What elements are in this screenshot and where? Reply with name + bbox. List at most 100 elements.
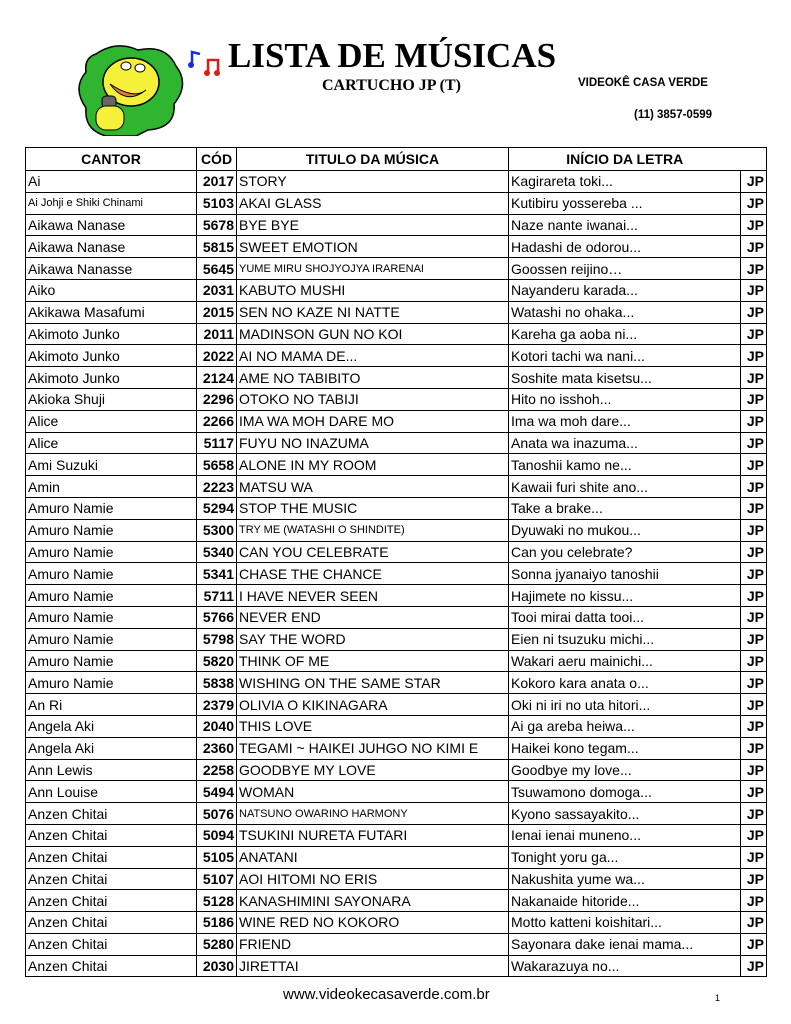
cell-tag: JP bbox=[740, 191, 767, 215]
music-notes-icon bbox=[188, 50, 220, 76]
page-number: 1 bbox=[715, 993, 721, 1003]
company-name: VIDEOKÊ CASA VERDE bbox=[578, 77, 708, 89]
cell-cantor: Angela Aki bbox=[25, 736, 197, 760]
header-cantor: CANTOR bbox=[25, 147, 197, 171]
cell-inicio: Kotori tachi wa nani... bbox=[508, 344, 741, 368]
table-row: Aikawa Nanasse 5645 YUME MIRU SHOJYOJYA IR… bbox=[25, 257, 767, 280]
cell-cantor: Amuro Namie bbox=[25, 540, 197, 564]
cell-titulo: WINE RED NO KOKORO bbox=[236, 911, 509, 934]
table-row: Anzen Chitai 5280 FRIEND Sayonara dake iena… bbox=[25, 932, 767, 956]
cell-cod: 5186 bbox=[196, 911, 237, 934]
cell-inicio: Ienai ienai muneno... bbox=[508, 823, 741, 847]
table-row: Anzen Chitai 5105 ANATANI Tonight yoru ga..… bbox=[25, 845, 767, 869]
cell-cantor: Amuro Namie bbox=[25, 649, 197, 673]
cell-cantor: Anzen Chitai bbox=[25, 889, 197, 913]
cell-cantor: Anzen Chitai bbox=[25, 802, 197, 825]
cell-cantor: Amuro Namie bbox=[25, 671, 197, 695]
cell-tag: JP bbox=[740, 257, 767, 280]
cell-titulo: THIS LOVE bbox=[236, 714, 509, 738]
header-blank bbox=[740, 147, 767, 171]
table-row: Akimoto Junko 2011 MADINSON GUN NO KOI Kare… bbox=[25, 322, 767, 346]
cell-titulo: KABUTO MUSHI bbox=[236, 278, 509, 302]
cell-inicio: Wakari aeru mainichi... bbox=[508, 649, 741, 673]
cell-cod: 5494 bbox=[196, 780, 237, 804]
cell-inicio: Kagirareta toki... bbox=[508, 170, 741, 193]
cell-cantor: Amuro Namie bbox=[25, 605, 197, 629]
cell-cod: 2031 bbox=[196, 278, 237, 302]
cell-cod: 5094 bbox=[196, 823, 237, 847]
cell-cantor: Anzen Chitai bbox=[25, 911, 197, 934]
table-row: Anzen Chitai 5107 AOI HITOMI NO ERIS Nakush… bbox=[25, 867, 767, 891]
cell-titulo: OLIVIA O KIKINAGARA bbox=[236, 693, 509, 716]
header-inicio: INÍCIO DA LETRA bbox=[508, 147, 741, 171]
cell-cod: 2296 bbox=[196, 387, 237, 411]
cell-titulo: FRIEND bbox=[236, 932, 509, 956]
cell-tag: JP bbox=[740, 409, 767, 433]
cell-tag: JP bbox=[740, 562, 767, 586]
cell-cod: 2017 bbox=[196, 170, 237, 193]
cell-titulo: NEVER END bbox=[236, 605, 509, 629]
cell-titulo: STOP THE MUSIC bbox=[236, 496, 509, 520]
cell-cantor: Anzen Chitai bbox=[25, 932, 197, 956]
cell-titulo: TEGAMI ~ HAIKEI JUHGO NO KIMI E bbox=[236, 736, 509, 760]
cell-inicio: Anata wa inazuma... bbox=[508, 431, 741, 455]
table-row: Amuro Namie 5300 TRY ME (WATASHI O SHINDIT… bbox=[25, 518, 767, 542]
table-row: Ann Lewis 2258 GOODBYE MY LOVE Goodbye my l… bbox=[25, 758, 767, 782]
cell-inicio: Tooi mirai datta tooi... bbox=[508, 605, 741, 629]
table-row: Ai 2017 STORY Kagirareta toki... JP bbox=[25, 170, 767, 193]
table-row: Amuro Namie 5711 I HAVE NEVER SEEN Hajimete… bbox=[25, 584, 767, 607]
cell-cod: 5340 bbox=[196, 540, 237, 564]
table-row: Akikawa Masafumi 2015 SEN NO KAZE NI NATTE… bbox=[25, 300, 767, 324]
cell-cod: 5294 bbox=[196, 496, 237, 520]
cell-tag: JP bbox=[740, 366, 767, 389]
cell-tag: JP bbox=[740, 387, 767, 411]
company-phone: (11) 3857-0599 bbox=[634, 109, 713, 121]
page-subtitle: CARTUCHO JP (T) bbox=[322, 77, 461, 94]
cell-cantor: Akikawa Masafumi bbox=[25, 300, 197, 324]
cell-inicio: Wakarazuya no... bbox=[508, 954, 741, 978]
table-row: Alice 2266 IMA WA MOH DARE MO Ima wa moh da… bbox=[25, 409, 767, 433]
cell-cod: 2011 bbox=[196, 322, 237, 346]
cell-cod: 2258 bbox=[196, 758, 237, 782]
cell-tag: JP bbox=[740, 867, 767, 891]
table-row: Akimoto Junko 2124 AME NO TABIBITO Soshite … bbox=[25, 366, 767, 389]
cell-titulo: JIRETTAI bbox=[236, 954, 509, 978]
cell-cod: 5645 bbox=[196, 257, 237, 280]
cell-tag: JP bbox=[740, 932, 767, 956]
table-row: Akioka Shuji 2296 OTOKO NO TABIJI Hito no i… bbox=[25, 387, 767, 411]
cell-titulo: AOI HITOMI NO ERIS bbox=[236, 867, 509, 891]
cell-tag: JP bbox=[740, 475, 767, 498]
cell-inicio: Dyuwaki no mukou... bbox=[508, 518, 741, 542]
cell-titulo: I HAVE NEVER SEEN bbox=[236, 584, 509, 607]
cell-cod: 5838 bbox=[196, 671, 237, 695]
table-row: Angela Aki 2040 THIS LOVE Ai ga areba heiwa… bbox=[25, 714, 767, 738]
cell-cantor: Alice bbox=[25, 409, 197, 433]
cell-inicio: Ima wa moh dare... bbox=[508, 409, 741, 433]
cell-tag: JP bbox=[740, 802, 767, 825]
cell-cod: 5766 bbox=[196, 605, 237, 629]
cell-tag: JP bbox=[740, 605, 767, 629]
cell-cod: 5341 bbox=[196, 562, 237, 586]
table-row: Alice 5117 FUYU NO INAZUMA Anata wa inazuma… bbox=[25, 431, 767, 455]
cell-tag: JP bbox=[740, 954, 767, 978]
cell-tag: JP bbox=[740, 693, 767, 716]
cell-inicio: Nakanaide hitoride... bbox=[508, 889, 741, 913]
cell-tag: JP bbox=[740, 170, 767, 193]
cell-cantor: Amuro Namie bbox=[25, 518, 197, 542]
cell-inicio: Haikei kono tegam... bbox=[508, 736, 741, 760]
table-row: Amuro Namie 5838 WISHING ON THE SAME STAR K… bbox=[25, 671, 767, 695]
cell-titulo: AI NO MAMA DE... bbox=[236, 344, 509, 368]
cell-tag: JP bbox=[740, 300, 767, 324]
cell-cod: 2266 bbox=[196, 409, 237, 433]
cell-cantor: Ann Louise bbox=[25, 780, 197, 804]
cell-inicio: Kawaii furi shite ano... bbox=[508, 475, 741, 498]
cell-cod: 5103 bbox=[196, 191, 237, 215]
cell-tag: JP bbox=[740, 496, 767, 520]
cell-inicio: Nakushita yume wa... bbox=[508, 867, 741, 891]
cell-inicio: Sayonara dake ienai mama... bbox=[508, 932, 741, 956]
table-row: Ami Suzuki 5658 ALONE IN MY ROOM Tanoshii k… bbox=[25, 453, 767, 477]
table-header-row: CANTOR CÓD TITULO DA MÚSICA INÍCIO DA LE… bbox=[25, 147, 767, 171]
cell-inicio: Motto katteni koishitari... bbox=[508, 911, 741, 934]
cell-inicio: Hadashi de odorou... bbox=[508, 235, 741, 259]
